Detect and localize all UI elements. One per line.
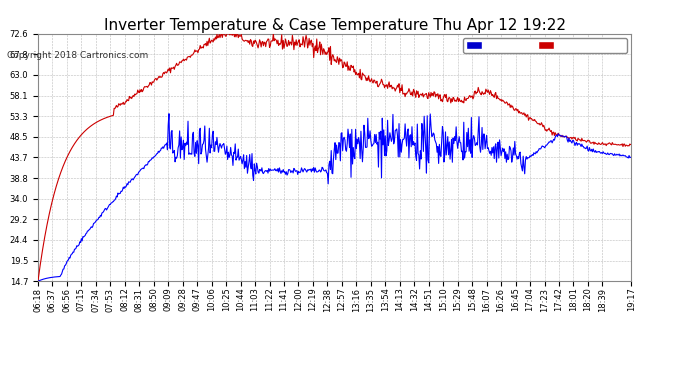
Text: Copyright 2018 Cartronics.com: Copyright 2018 Cartronics.com [7, 51, 148, 60]
Legend: Case  (°C), Inverter  (°C): Case (°C), Inverter (°C) [463, 38, 627, 53]
Title: Inverter Temperature & Case Temperature Thu Apr 12 19:22: Inverter Temperature & Case Temperature … [104, 18, 566, 33]
